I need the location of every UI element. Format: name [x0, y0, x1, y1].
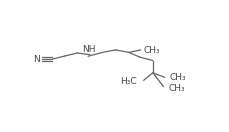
Text: N: N: [33, 55, 40, 63]
Text: CH₃: CH₃: [169, 84, 185, 93]
Text: H₃C: H₃C: [120, 77, 136, 86]
Text: CH₃: CH₃: [170, 73, 186, 82]
Text: CH₃: CH₃: [144, 46, 160, 55]
Text: NH: NH: [82, 45, 96, 54]
